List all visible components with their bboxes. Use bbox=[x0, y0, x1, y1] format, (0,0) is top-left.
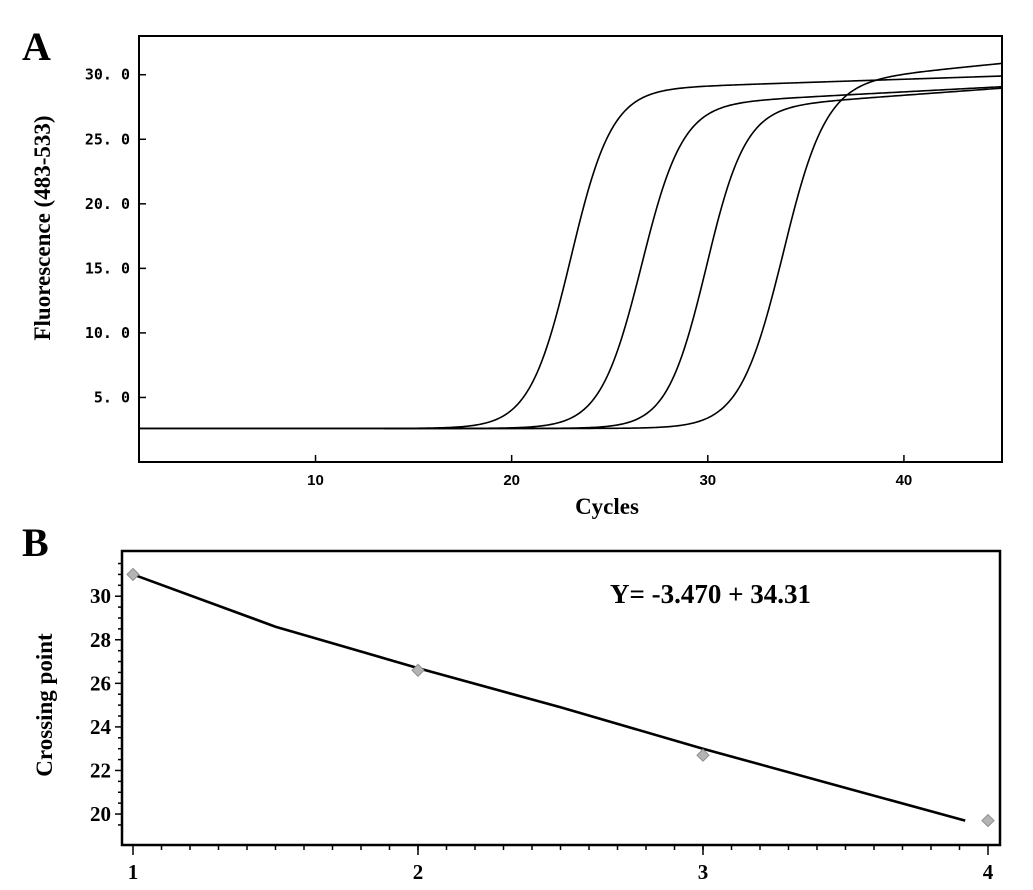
chart-b-data-point bbox=[981, 813, 995, 828]
chart-b-y-tick-label: 20 bbox=[90, 802, 111, 826]
chart-b-y-tick-label: 30 bbox=[90, 584, 111, 608]
chart-a-y-tick-label: 25. 0 bbox=[85, 130, 130, 148]
chart-a-series-4-line bbox=[384, 62, 1003, 430]
chart-a-series-1-line bbox=[139, 75, 1003, 430]
chart-a-plot-area bbox=[139, 62, 1003, 430]
panel-b-label: B bbox=[22, 520, 49, 565]
chart-b-frame bbox=[120, 549, 1002, 847]
chart-a-frame bbox=[138, 35, 1003, 463]
chart-a-y-axis: 5. 0 10. 0 15. 0 20. 0 25. 0 30. 0 bbox=[85, 66, 146, 406]
chart-b-y-tick-label: 28 bbox=[90, 628, 111, 652]
chart-a-x-tick-label: 10 bbox=[307, 472, 324, 489]
chart-b-y-axis-title: Crossing point bbox=[32, 633, 57, 777]
chart-a-y-tick-label: 10. 0 bbox=[85, 324, 130, 342]
chart-b-y-axis: 20 22 24 26 28 30 bbox=[90, 562, 122, 826]
chart-a-y-tick-label: 5. 0 bbox=[94, 388, 130, 406]
chart-b-equation-annotation: Y= -3.470 + 34.31 bbox=[610, 579, 811, 609]
chart-a-y-tick-label: 15. 0 bbox=[85, 259, 130, 277]
chart-a-series-3-line bbox=[384, 87, 1003, 430]
chart-a: 5. 0 10. 0 15. 0 20. 0 25. 0 30. 0 10 20 30 40 F… bbox=[30, 35, 1003, 519]
chart-a-y-axis-title: Fluorescence (483-533) bbox=[30, 115, 55, 340]
chart-a-x-tick-label: 30 bbox=[699, 472, 716, 489]
chart-a-x-tick-label: 20 bbox=[503, 472, 520, 489]
chart-a-x-axis-title: Cycles bbox=[575, 494, 639, 519]
chart-b-x-axis: 1 2 3 4 bbox=[128, 845, 994, 884]
chart-b-plot-area bbox=[126, 567, 995, 828]
chart-b-y-tick-label: 22 bbox=[90, 758, 111, 782]
chart-b: 20 22 24 26 28 30 1 2 3 4 Crossing point Y= -3.4… bbox=[32, 549, 1002, 884]
chart-b-data-point bbox=[696, 748, 710, 762]
chart-b-data-point bbox=[126, 567, 140, 582]
chart-b-x-tick-label: 1 bbox=[128, 860, 139, 884]
chart-b-x-tick-label: 4 bbox=[983, 860, 994, 884]
chart-a-y-tick-label: 30. 0 bbox=[85, 66, 130, 84]
chart-b-y-tick-label: 26 bbox=[90, 671, 111, 695]
chart-b-fit-line bbox=[132, 573, 966, 822]
chart-b-data-point bbox=[411, 663, 425, 677]
chart-b-x-tick-label: 2 bbox=[413, 860, 424, 884]
chart-a-x-axis: 10 20 30 40 bbox=[307, 455, 912, 489]
chart-b-x-tick-label: 3 bbox=[698, 860, 709, 884]
panel-a-label: A bbox=[22, 24, 51, 69]
chart-a-series-2-line bbox=[139, 85, 1003, 430]
chart-a-y-tick-label: 20. 0 bbox=[85, 195, 130, 213]
chart-b-y-tick-label: 24 bbox=[90, 715, 112, 739]
chart-a-x-tick-label: 40 bbox=[896, 472, 913, 489]
